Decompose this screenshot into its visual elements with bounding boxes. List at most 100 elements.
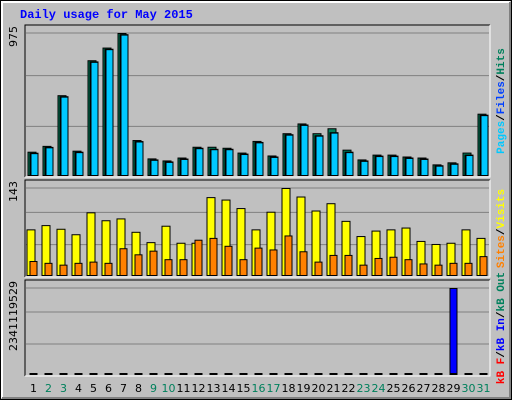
x-tick-label: 17 <box>267 382 281 395</box>
bar <box>120 34 129 176</box>
bar <box>374 257 383 276</box>
x-tick-label: 28 <box>432 382 446 395</box>
bar <box>150 159 159 176</box>
bar <box>239 259 248 277</box>
bar <box>300 124 309 177</box>
bar <box>450 163 459 177</box>
bar <box>329 254 338 277</box>
legend: Pages/Files/Hits <box>496 48 508 154</box>
bar <box>90 61 99 176</box>
x-tick-label: 25 <box>387 382 401 395</box>
bar <box>74 262 83 276</box>
bar <box>404 373 413 375</box>
bar <box>344 254 353 277</box>
x-tick-label: 14 <box>222 382 236 395</box>
bar <box>449 262 458 276</box>
bar <box>464 262 473 276</box>
bar <box>479 256 488 277</box>
panel-border-dark <box>24 179 490 277</box>
bar <box>89 373 98 375</box>
x-tick-label: 3 <box>60 382 67 395</box>
panel-border-light <box>25 180 491 278</box>
y-tick-label: 975 <box>7 26 20 47</box>
bar <box>359 264 368 277</box>
x-tick-label: 8 <box>135 382 142 395</box>
panel <box>25 280 490 376</box>
legend-entry: Sites <box>496 235 508 268</box>
panel-border-light <box>25 280 491 377</box>
x-tick-label: 12 <box>192 382 206 395</box>
legend-separator: / <box>496 74 508 81</box>
bar <box>225 149 234 177</box>
legend-entry: Visits <box>496 189 508 229</box>
x-tick-label: 27 <box>417 382 431 395</box>
bar <box>149 250 158 277</box>
bar <box>360 160 369 176</box>
bar <box>480 115 489 177</box>
bar <box>284 373 293 375</box>
x-tick-label: 20 <box>312 382 326 395</box>
bar <box>210 149 219 177</box>
x-tick-label: 2 <box>45 382 52 395</box>
chart-title: Daily usage for May 2015 <box>20 8 193 22</box>
bar <box>209 373 218 375</box>
bar <box>179 259 188 277</box>
bar <box>119 373 128 375</box>
x-tick-label: 11 <box>177 382 191 395</box>
bar <box>375 156 384 176</box>
bar <box>165 161 174 176</box>
bar <box>345 152 354 176</box>
bar <box>284 235 293 276</box>
panel-border-dark <box>24 279 490 376</box>
panel-border-light <box>25 25 491 178</box>
y-tick-label: 143 <box>7 181 20 202</box>
x-tick-label: 22 <box>342 382 356 395</box>
x-tick-label: 7 <box>120 382 127 395</box>
bar <box>180 158 189 177</box>
bar <box>464 373 473 375</box>
bar <box>104 373 113 375</box>
bar <box>44 373 53 375</box>
bar <box>315 135 324 177</box>
bar <box>45 147 54 176</box>
bar <box>270 156 279 176</box>
x-tick-label: 31 <box>477 382 491 395</box>
bar <box>195 148 204 177</box>
bar <box>390 156 399 176</box>
x-tick-label: 15 <box>237 382 251 395</box>
bar <box>89 261 98 277</box>
x-tick-label: 23 <box>357 382 371 395</box>
bar <box>44 262 53 276</box>
bar <box>359 373 368 375</box>
bar <box>179 373 188 375</box>
bar <box>254 247 263 276</box>
bar <box>224 373 233 375</box>
bar <box>285 134 294 177</box>
x-tick-label: 6 <box>105 382 112 395</box>
x-tick-label: 5 <box>90 382 97 395</box>
bar <box>29 373 38 375</box>
bar <box>374 373 383 375</box>
legend-entry: Hits <box>496 48 508 74</box>
legend-separator: / <box>496 311 508 318</box>
x-tick-label: 9 <box>150 382 157 395</box>
legend-entry: kB Out <box>496 272 508 312</box>
bar <box>420 158 429 177</box>
bar <box>29 261 38 276</box>
x-tick-label: 18 <box>282 382 296 395</box>
x-tick-label: 26 <box>402 382 416 395</box>
bar <box>135 141 144 176</box>
bar <box>269 249 278 277</box>
x-tick-label: 13 <box>207 382 221 395</box>
x-tick-label: 1 <box>30 382 37 395</box>
bar <box>119 248 128 277</box>
bar <box>389 256 398 277</box>
bar <box>75 152 84 176</box>
bar <box>434 373 443 375</box>
bar <box>389 373 398 375</box>
bar <box>254 373 263 375</box>
bar <box>299 373 308 375</box>
bar <box>209 237 218 276</box>
x-tick-label: 21 <box>327 382 341 395</box>
